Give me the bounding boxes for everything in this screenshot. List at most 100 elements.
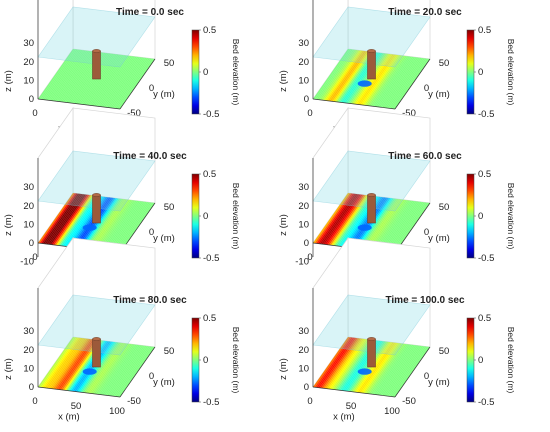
- bed-strip: [383, 57, 421, 108]
- pile-top: [367, 49, 376, 53]
- bed-strip: [360, 198, 398, 249]
- bed-strip: [106, 57, 144, 108]
- panel-title: Time = 0.0 sec: [116, 7, 184, 18]
- bed-strip: [118, 202, 155, 253]
- bed-strip: [51, 50, 88, 101]
- bed-strip: [111, 346, 149, 397]
- bed-strip: [47, 50, 85, 101]
- bed-strip: [391, 58, 429, 109]
- y-tick-label: -50: [402, 396, 416, 407]
- bed-strip: [118, 58, 155, 109]
- bed-strip: [95, 344, 133, 395]
- bed-strip: [54, 195, 92, 246]
- bed-strip: [41, 337, 78, 388]
- bed-strip: [64, 196, 101, 247]
- bed-strip: [317, 337, 355, 388]
- scour-hole: [357, 80, 372, 87]
- bed-strip: [95, 200, 133, 251]
- bed-strip: [372, 344, 409, 395]
- bed-strip: [42, 337, 80, 388]
- z-tick-label: 20: [298, 57, 309, 68]
- colorbar-label: Bed elevation (m): [506, 183, 516, 250]
- z-tick-label: 20: [23, 57, 34, 68]
- bed-strip: [39, 49, 77, 100]
- bed-strip: [332, 51, 370, 102]
- z-tick-label: -10: [20, 257, 34, 268]
- pile: [92, 338, 101, 368]
- colorbar-tick-label: 0.5: [478, 313, 491, 324]
- bed-strip: [116, 58, 154, 109]
- bed-strip: [64, 340, 101, 391]
- bed-strip: [90, 343, 128, 394]
- x-axis-label: x (m): [333, 412, 355, 423]
- y-tick-label: 50: [439, 58, 450, 69]
- colorbar-tick-label: -0.5: [478, 253, 494, 264]
- bed-strip: [329, 51, 367, 102]
- bed-strip: [368, 55, 406, 106]
- bed-strip: [105, 345, 142, 396]
- bed-strip: [56, 51, 93, 102]
- bed-strip: [321, 50, 358, 101]
- colorbar-tick-label: -0.5: [203, 253, 219, 264]
- bed-strip: [44, 193, 82, 244]
- bed-strip: [358, 342, 396, 393]
- bed-strip: [62, 340, 100, 391]
- colorbar-label: Bed elevation (m): [231, 327, 241, 394]
- bed-strip: [365, 199, 403, 250]
- bed-strip: [60, 339, 98, 390]
- colorbar-tick-label: 0.5: [203, 313, 216, 324]
- bed-strip: [82, 54, 119, 105]
- bed-strip: [108, 57, 146, 108]
- bed-strip: [41, 49, 78, 100]
- x-tick-label: 50: [71, 401, 82, 412]
- bed-strip: [111, 58, 149, 109]
- bed-strip: [358, 54, 396, 105]
- bed-strip: [85, 54, 123, 105]
- colorbar: [191, 173, 200, 259]
- pile-top: [92, 337, 101, 341]
- scour-hole: [357, 368, 372, 375]
- bed-strip: [373, 344, 411, 395]
- bed-strip: [375, 344, 412, 395]
- bed-strip: [44, 49, 82, 100]
- x-tick-label: 50: [346, 401, 357, 412]
- pile: [92, 50, 101, 80]
- bed-strip: [375, 56, 412, 107]
- bed-strip: [111, 202, 149, 253]
- z-tick-label: 30: [23, 182, 34, 193]
- bed-strip: [373, 200, 411, 251]
- bed-strip: [49, 50, 87, 101]
- bed-strip: [385, 201, 422, 252]
- bed-strip: [57, 195, 95, 246]
- bed-strip: [376, 56, 414, 107]
- bed-strip: [393, 58, 430, 109]
- bed-strip: [59, 195, 96, 246]
- pile: [367, 338, 376, 368]
- bed-strip: [322, 50, 360, 101]
- colorbar: [466, 29, 475, 115]
- bed-strip: [321, 338, 358, 389]
- bed-strip: [321, 194, 358, 245]
- z-tick-label: 30: [298, 326, 309, 337]
- bed-strip: [90, 199, 128, 250]
- bed-strip: [39, 337, 77, 388]
- bed-strip: [324, 338, 362, 389]
- bed-strip: [118, 346, 155, 397]
- bed-strip: [334, 51, 371, 102]
- x-tick-label: 0: [32, 108, 37, 119]
- z-axis-label: z (m): [3, 214, 14, 236]
- bed-strip: [83, 198, 121, 249]
- bed-strip: [115, 58, 152, 109]
- colorbar-tick-label: 0: [478, 355, 483, 366]
- z-tick-label: 0: [29, 382, 34, 393]
- bed-strip: [358, 198, 396, 249]
- bed-strip: [46, 50, 83, 101]
- bed-strip: [367, 55, 404, 106]
- bed-strip: [56, 195, 93, 246]
- colorbar-tick-label: 0: [203, 355, 208, 366]
- y-axis-line: [394, 346, 431, 398]
- bed-strip: [355, 54, 393, 105]
- bed-strip: [101, 344, 139, 395]
